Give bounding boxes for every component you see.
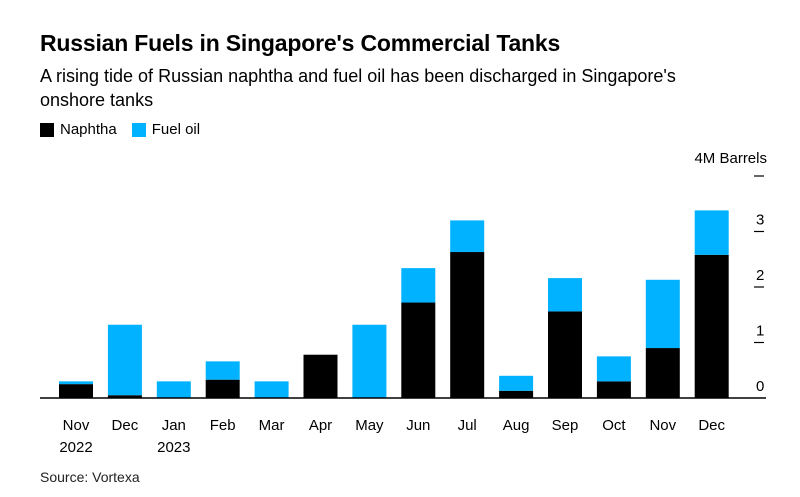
- bar-fuel-oil-9: [450, 220, 485, 253]
- source-note: Source: Vortexa: [40, 469, 140, 485]
- y-tick-label-0: 0: [756, 378, 764, 395]
- legend-swatch-fuel-oil: [131, 122, 146, 137]
- bar-fuel-oil-2: [107, 324, 142, 396]
- x-tick-label-7: May: [355, 417, 384, 434]
- bar-fuel-oil-13: [645, 279, 680, 349]
- x-tick-label-11: Sep: [552, 417, 579, 434]
- bar-fuel-oil-8: [401, 268, 436, 303]
- legend: Naphtha Fuel oil: [40, 121, 215, 138]
- legend-label-naphtha: Naphtha: [60, 121, 117, 138]
- x-tick-label-14: Dec: [698, 417, 725, 434]
- bar-fuel-oil-4: [205, 361, 240, 380]
- bar-naphtha-10: [499, 390, 534, 398]
- x-tick-label-3: Jan: [162, 417, 186, 434]
- bar-fuel-oil-14: [694, 210, 729, 255]
- bar-fuel-oil-12: [596, 356, 631, 382]
- bar-fuel-oil-11: [548, 278, 582, 312]
- x-tick-label-5: Mar: [259, 417, 285, 434]
- bar-naphtha-8: [401, 302, 436, 398]
- bar-naphtha-11: [548, 311, 582, 398]
- x-tick-label-8: Jun: [406, 417, 430, 434]
- bar-naphtha-13: [645, 348, 680, 398]
- x-tick-label-4: Feb: [210, 417, 236, 434]
- chart-subtitle: A rising tide of Russian naphtha and fue…: [40, 66, 676, 110]
- x-tick-label-13: Nov: [649, 417, 676, 434]
- x-tick-label-10: Aug: [503, 417, 530, 434]
- legend-label-fuel-oil: Fuel oil: [151, 121, 201, 138]
- bar-fuel-oil-10: [499, 375, 534, 391]
- bar-naphtha-2: [107, 395, 142, 398]
- x-tick-label-1: Nov: [63, 417, 90, 434]
- y-tick-label-3: 3: [756, 212, 764, 229]
- x-tick-year-3: 2023: [157, 439, 190, 456]
- bar-naphtha-4: [205, 379, 240, 398]
- bar-fuel-oil-5: [254, 381, 289, 398]
- bar-naphtha-1: [59, 384, 93, 398]
- bar-fuel-oil-7: [352, 324, 387, 398]
- y-axis-unit-label: 4M Barrels: [694, 150, 767, 167]
- x-tick-label-6: Apr: [309, 417, 332, 434]
- bar-fuel-oil-1: [59, 381, 93, 385]
- bar-naphtha-14: [694, 254, 729, 398]
- bar-naphtha-6: [303, 354, 338, 398]
- y-tick-label-2: 2: [756, 267, 764, 284]
- legend-item-fuel-oil: Fuel oil: [131, 121, 201, 138]
- chart-title: Russian Fuels in Singapore's Commercial …: [40, 30, 561, 56]
- bar-naphtha-12: [596, 381, 631, 398]
- y-tick-label-1: 1: [756, 323, 764, 340]
- bar-naphtha-9: [450, 252, 485, 398]
- x-tick-label-12: Oct: [602, 417, 626, 434]
- legend-swatch-naphtha: [40, 122, 54, 137]
- x-tick-label-2: Dec: [112, 417, 139, 434]
- bar-fuel-oil-3: [156, 381, 191, 398]
- x-tick-year-1: 2022: [59, 439, 92, 456]
- legend-item-naphtha: Naphtha: [40, 121, 117, 138]
- x-tick-label-9: Jul: [458, 417, 477, 434]
